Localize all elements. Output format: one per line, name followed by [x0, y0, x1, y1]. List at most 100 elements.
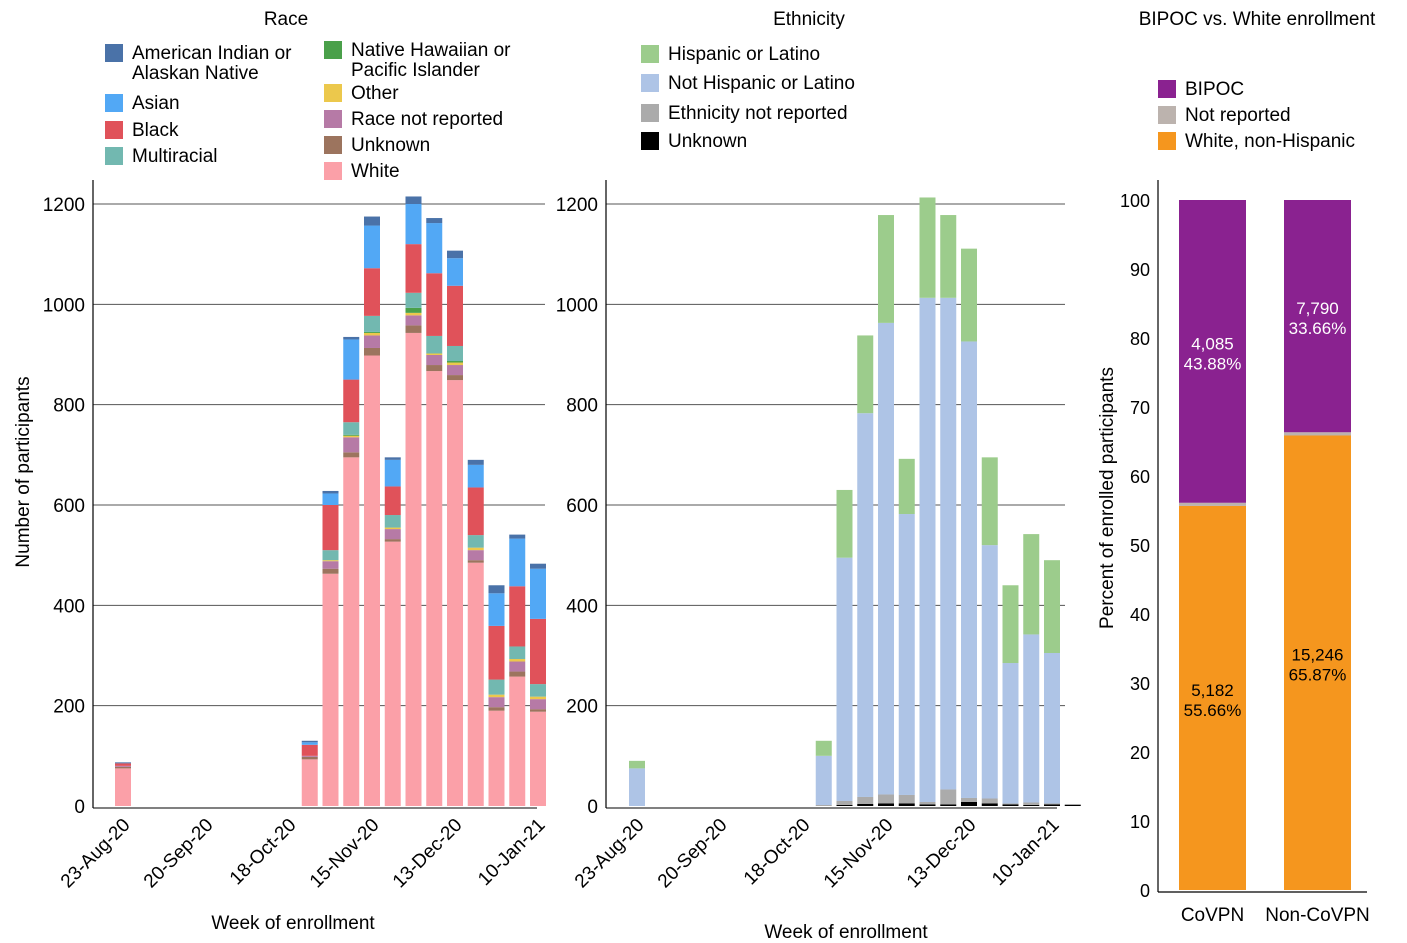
race-bar-unknown-18 — [488, 707, 505, 711]
race-y-axis-label: Number of participants — [13, 376, 34, 567]
race-bar-black-15 — [426, 273, 443, 336]
bipoc-bar-white-non-hispanic-non-covpn — [1284, 435, 1351, 890]
ethnicity-x-tick-15-nov-20: 15-Nov-20 — [820, 815, 898, 893]
race-bar-unknown-15 — [426, 365, 443, 372]
ethnicity-bar-hispanic-or-latino-14 — [919, 197, 936, 298]
race-x-tick-labels: 23-Aug-20 20-Sep-20 18-Oct-20 15-Nov-20 13-D… — [57, 815, 550, 893]
race-legend-label-race-not-reported: Race not reported — [351, 109, 503, 130]
bipoc-count-label-white-non-hispanic-covpn: 5,182 — [1191, 681, 1234, 700]
race-bar-race-not-reported-12 — [364, 335, 380, 348]
ethnicity-bar-ethnicity-not-reported-19 — [1023, 802, 1040, 805]
ethnicity-bar-ethnicity-not-reported-15 — [940, 789, 957, 805]
race-bar-unknown-20 — [530, 709, 546, 712]
bipoc-y-tick-0: 0 — [1140, 881, 1150, 901]
ethnicity-legend-swatch-ethnicity-not-reported — [641, 104, 659, 122]
race-bar-unknown-0 — [115, 766, 131, 769]
ethnicity-bar-hispanic-or-latino-13 — [898, 458, 915, 515]
bipoc-legend-label-white-non-hispanic: White, non-Hispanic — [1185, 131, 1355, 152]
bipoc-y-tick-40: 40 — [1130, 605, 1150, 625]
race-bars — [115, 196, 546, 806]
race-bar-multiracial-11 — [343, 422, 360, 435]
race-bar-other-18 — [488, 694, 505, 698]
race-bar-american-indian-or-alaskan-native-18 — [488, 585, 505, 594]
bipoc-y-axis-label: Percent of enrolled participants — [1097, 367, 1118, 629]
ethnicity-bar-hispanic-or-latino-20 — [1044, 560, 1060, 653]
ethnicity-bar-hispanic-or-latino-15 — [940, 215, 957, 298]
race-bar-white-19 — [509, 676, 526, 806]
race-bar-other-14 — [405, 312, 422, 316]
race-bar-unknown-19 — [509, 671, 526, 677]
ethnicity-legend-label-hispanic-or-latino: Hispanic or Latino — [668, 44, 820, 65]
race-bar-black-11 — [343, 379, 360, 423]
race-bar-american-indian-or-alaskan-native-11 — [343, 336, 360, 340]
race-bar-american-indian-or-alaskan-native-10 — [322, 490, 339, 494]
race-bar-native-hawaiian-or-pacific-islander-16 — [447, 361, 463, 363]
race-bar-black-16 — [447, 285, 463, 346]
ethnicity-y-tick-0: 0 — [587, 797, 598, 818]
ethnicity-bar-not-hispanic-or-latino-9 — [815, 755, 832, 805]
race-bar-native-hawaiian-or-pacific-islander-14 — [405, 307, 422, 313]
bipoc-legend: BIPOC Not reported White, non-Hispanic — [1158, 79, 1355, 152]
bipoc-y-tick-50: 50 — [1130, 536, 1150, 556]
race-bar-black-17 — [467, 487, 484, 536]
bipoc-count-label-bipoc-non-covpn: 7,790 — [1296, 299, 1339, 318]
race-bar-multiracial-15 — [426, 335, 443, 354]
ethnicity-bar-not-hispanic-or-latino-17 — [981, 545, 998, 799]
race-bar-american-indian-or-alaskan-native-15 — [426, 218, 443, 224]
ethnicity-bar-unknown-11 — [857, 803, 874, 806]
race-legend-label-asian: Asian — [132, 93, 180, 114]
race-bar-asian-13 — [384, 459, 401, 487]
race-bar-black-0 — [115, 763, 131, 766]
race-legend-label-american-indian-or-alaskan-native-line2: Alaskan Native — [132, 63, 259, 84]
ethnicity-bar-not-hispanic-or-latino-10 — [836, 557, 853, 801]
race-bar-multiracial-12 — [364, 315, 380, 332]
race-bar-asian-9 — [301, 742, 318, 745]
race-x-tick-20-sep-20: 20-Sep-20 — [140, 815, 218, 893]
race-bar-white-11 — [343, 457, 360, 806]
race-y-tick-1000: 1000 — [43, 295, 85, 316]
ethnicity-x-axis-label: Week of enrollment — [764, 922, 928, 943]
race-legend-swatch-black — [105, 121, 123, 139]
race-bar-asian-14 — [405, 204, 422, 245]
race-bar-race-not-reported-20 — [530, 699, 546, 710]
race-gridlines — [93, 203, 545, 809]
ethnicity-y-tick-200: 200 — [566, 697, 598, 718]
race-bar-other-13 — [384, 527, 401, 530]
bipoc-y-tick-60: 60 — [1130, 467, 1150, 487]
bipoc-y-tick-100: 100 — [1120, 191, 1150, 211]
race-bar-unknown-17 — [467, 560, 484, 563]
ethnicity-y-tick-800: 800 — [566, 396, 598, 417]
ethnicity-x-tick-23-aug-20: 23-Aug-20 — [571, 815, 649, 893]
race-bar-multiracial-16 — [447, 345, 463, 362]
race-bar-black-18 — [488, 625, 505, 680]
ethnicity-legend: Hispanic or Latino Not Hispanic or Latino… — [641, 44, 855, 152]
race-legend-label-native-hawaiian-or-pacific-islander-line1: Native Hawaiian or — [351, 40, 511, 61]
race-bar-white-0 — [115, 768, 131, 806]
ethnicity-bar-not-hispanic-or-latino-0 — [629, 768, 645, 806]
ethnicity-bar-ethnicity-not-reported-21 — [1064, 803, 1081, 805]
race-bar-multiracial-10 — [322, 550, 339, 561]
race-legend-swatch-race-not-reported — [324, 110, 342, 128]
ethnicity-bar-hispanic-or-latino-16 — [961, 248, 977, 342]
ethnicity-bar-not-hispanic-or-latino-11 — [857, 413, 874, 797]
race-bar-unknown-12 — [364, 347, 380, 356]
race-x-tick-15-nov-20: 15-Nov-20 — [306, 815, 384, 893]
ethnicity-bar-ethnicity-not-reported-9 — [815, 804, 832, 806]
race-legend-swatch-unknown — [324, 136, 342, 154]
race-bar-race-not-reported-15 — [426, 355, 443, 366]
ethnicity-bar-unknown-15 — [940, 804, 957, 806]
ethnicity-bar-hispanic-or-latino-11 — [857, 335, 874, 414]
ethnicity-bar-unknown-14 — [919, 804, 936, 806]
bipoc-y-tick-90: 90 — [1130, 260, 1150, 280]
race-bar-asian-15 — [426, 223, 443, 274]
race-bar-unknown-10 — [322, 568, 339, 574]
bipoc-legend-label-bipoc: BIPOC — [1185, 79, 1244, 100]
ethnicity-bar-not-hispanic-or-latino-15 — [940, 297, 957, 790]
ethnicity-bar-unknown-19 — [1023, 804, 1040, 806]
bipoc-y-tick-70: 70 — [1130, 398, 1150, 418]
ethnicity-bar-unknown-17 — [981, 803, 998, 806]
bipoc-percent-label-white-non-hispanic-covpn: 55.66% — [1184, 701, 1242, 720]
race-legend-label-native-hawaiian-or-pacific-islander-line2: Pacific Islander — [351, 60, 481, 81]
ethnicity-bar-unknown-20 — [1044, 804, 1060, 806]
